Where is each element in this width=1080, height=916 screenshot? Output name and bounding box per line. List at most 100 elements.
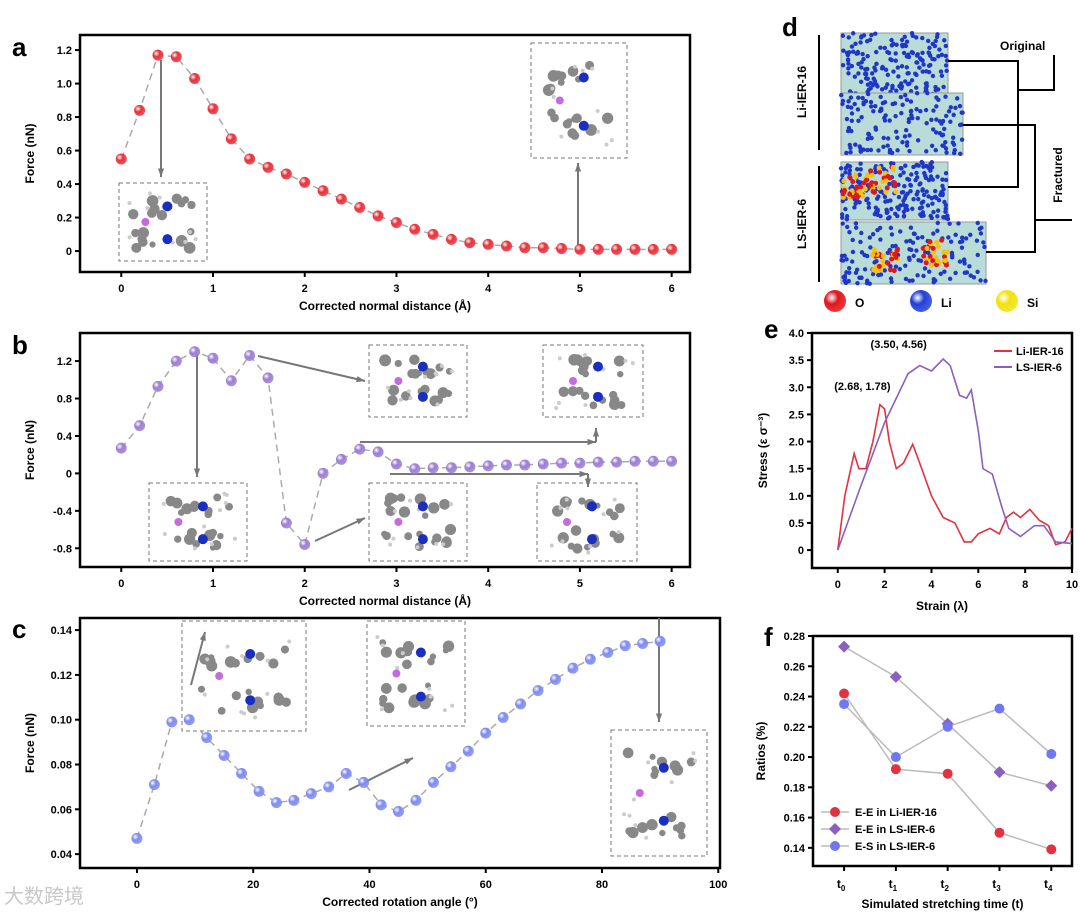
lithium-dot (898, 94, 904, 100)
lithium-dot (860, 95, 865, 101)
lithium-dot (931, 280, 936, 285)
lithium-dot (900, 140, 905, 145)
lithium-dot (913, 177, 918, 183)
lithium-dot (916, 196, 921, 202)
x-tick-label: 0 (118, 283, 124, 295)
hydrogen-atom (145, 206, 150, 211)
nitrogen-atom (417, 361, 428, 372)
tick-main: t (1044, 877, 1048, 891)
lithium-dot (893, 211, 898, 217)
lithium-dot (888, 198, 893, 203)
carbon-atom (557, 532, 569, 544)
hydrogen-atom (442, 708, 447, 713)
lithium-dot (885, 49, 890, 55)
data-point (152, 380, 164, 392)
lithium-dot (934, 117, 939, 122)
lithium-dot (957, 103, 963, 109)
carbon-atom (547, 108, 556, 118)
x-tick-label: 1 (210, 283, 216, 295)
lithium-dot (931, 108, 936, 113)
lithium-dot (929, 117, 934, 123)
hydrogen-atom (398, 397, 403, 402)
hydrogen-atom (224, 493, 229, 498)
data-point (611, 243, 623, 255)
lithium-dot (839, 215, 845, 220)
lithium-dot (906, 119, 912, 125)
data-point (446, 462, 458, 474)
data-point (537, 242, 549, 254)
molecule-inset (536, 482, 638, 562)
hydrogen-atom (162, 531, 167, 536)
lithium-dot (908, 188, 913, 194)
lithium-dot (870, 271, 876, 277)
y-tick-label: 0.06 (51, 804, 72, 816)
lithium-dot (885, 72, 891, 78)
lithium-dot (867, 37, 873, 43)
lithium-dot (868, 104, 874, 109)
data-point (299, 176, 311, 188)
lithium-atom (141, 218, 150, 226)
y-tick-label: 0.24 (784, 692, 806, 704)
lithium-dot (888, 276, 894, 281)
carbon-atom (255, 651, 265, 661)
lithium-dot (844, 257, 849, 262)
x-tick-label: 5 (577, 283, 583, 295)
data-point (482, 238, 494, 250)
lithium-dot (840, 198, 845, 204)
lithium-dot (943, 63, 949, 68)
silica-cluster-dot (887, 175, 893, 181)
y-tick-label: 2.5 (789, 409, 804, 421)
lithium-dot (936, 87, 941, 92)
circle-marker (1046, 844, 1057, 855)
lithium-dot (911, 253, 916, 259)
hydrogen-atom (633, 823, 638, 828)
tick-main: t (992, 877, 996, 891)
lithium-dot (929, 160, 935, 165)
y-tick-label: 0.20 (784, 752, 805, 764)
lithium-dot (974, 238, 980, 243)
lithium-dot (873, 31, 878, 36)
carbon-atom (570, 131, 580, 140)
data-point (393, 806, 405, 818)
data-point (666, 243, 678, 255)
silica-cluster-dot (871, 267, 877, 273)
carbon-atom (128, 208, 139, 220)
lithium-dot (896, 206, 901, 212)
x-tick-label: 10 (1066, 579, 1078, 591)
lithium-dot (868, 147, 874, 153)
lithium-dot (858, 79, 864, 85)
hydrogen-atom (428, 694, 433, 699)
lithium-dot (898, 229, 903, 234)
lithium-dot (853, 221, 859, 226)
lithium-dot (849, 111, 855, 116)
hydrogen-atom (646, 760, 651, 765)
tick-sub: 1 (893, 884, 898, 893)
lithium-dot (895, 148, 900, 153)
lithium-dot (857, 200, 862, 205)
lithium-dot (943, 209, 948, 215)
lithium-dot (922, 170, 927, 176)
lithium-dot (920, 35, 925, 41)
x-axis-label: Strain (λ) (916, 599, 968, 613)
hydrogen-atom (287, 639, 292, 644)
lithium-dot (893, 113, 898, 119)
lithium-dot (901, 209, 907, 214)
lithium-dot (900, 42, 905, 48)
legend-label: Si (1027, 296, 1038, 310)
lithium-dot (846, 66, 851, 71)
lithium-dot (888, 161, 894, 166)
x-tick-label: 4 (928, 579, 935, 591)
lithium-dot (848, 95, 854, 100)
lithium-dot (848, 150, 853, 155)
lithium-dot (869, 32, 874, 38)
circle-marker (830, 841, 840, 851)
hydrogen-atom (385, 385, 390, 390)
lithium-dot (878, 213, 883, 219)
lithium-dot (914, 107, 919, 112)
carbon-atom (208, 528, 218, 537)
data-point (410, 794, 422, 806)
x-tick-label: 100 (709, 879, 727, 891)
carbon-atom (245, 688, 252, 696)
arrow-head (584, 478, 592, 487)
y-tick-label: 0.4 (57, 431, 73, 443)
